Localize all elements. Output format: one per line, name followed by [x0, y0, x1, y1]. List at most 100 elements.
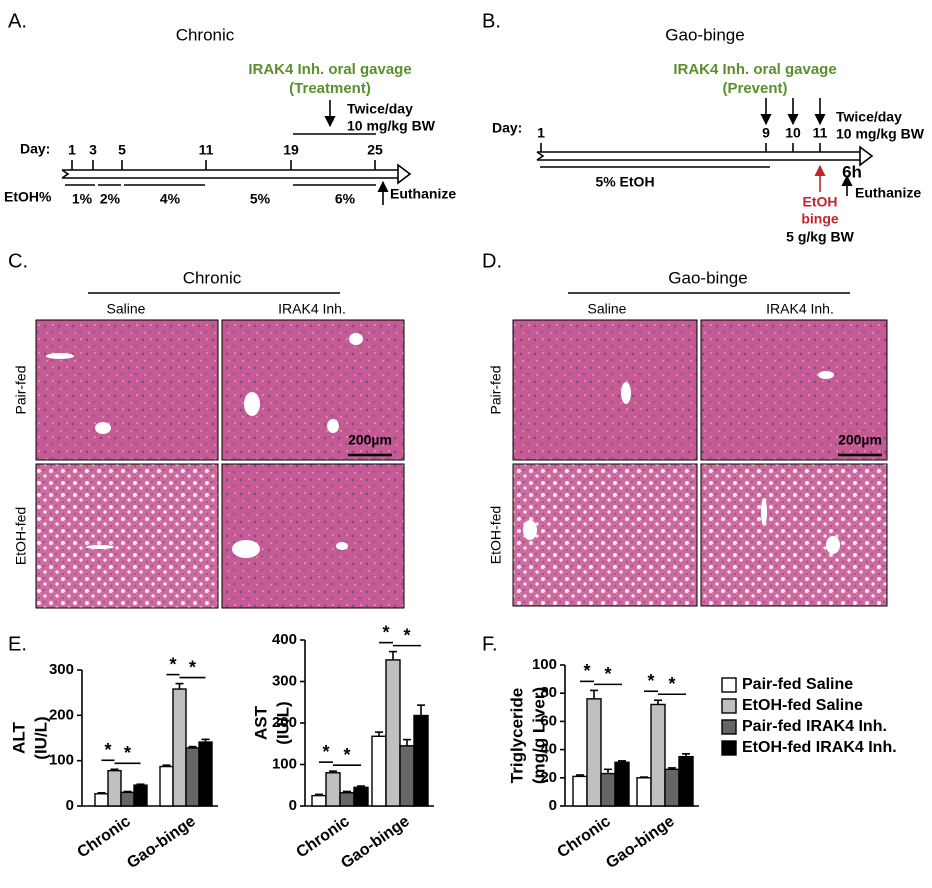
significance-star: * — [604, 664, 611, 684]
legend-label: EtOH-fed Saline — [742, 697, 863, 714]
bar — [185, 747, 200, 807]
significance-star: * — [668, 674, 675, 694]
significance-star: * — [124, 743, 131, 763]
euthanize-label: Euthanize — [855, 185, 921, 201]
panel-title: Gao-binge — [668, 268, 747, 287]
bar — [614, 761, 630, 807]
y-tick-label: 0 — [549, 797, 557, 814]
bar — [120, 791, 135, 807]
y-tick-label: 200 — [49, 706, 74, 723]
vessel — [46, 353, 74, 359]
panel-title: Gao-binge — [665, 25, 744, 44]
row-label: EtOH-fed — [13, 507, 29, 565]
vessel — [818, 371, 834, 379]
micrograph — [700, 463, 888, 607]
panel-title: Chronic — [183, 268, 242, 287]
delay-label: 6h — [842, 162, 862, 181]
vessel — [761, 498, 767, 526]
column-label: IRAK4 Inh. — [766, 301, 834, 317]
micrograph — [35, 463, 219, 609]
day-number: 11 — [199, 142, 214, 158]
y-tick-label: 60 — [540, 712, 557, 729]
day-number: 1 — [537, 125, 545, 141]
timeline-b — [536, 98, 874, 196]
significance-star: * — [382, 622, 389, 642]
row-label: Pair-fed — [13, 365, 29, 414]
bar — [159, 765, 174, 807]
y-tick-label: 100 — [532, 656, 557, 673]
treatment-label: IRAK4 Inh. oral gavage — [248, 61, 411, 78]
timeline-tail — [61, 169, 70, 179]
panel-label: E. — [8, 633, 27, 655]
vessel — [95, 422, 111, 434]
y-tick-label: 300 — [272, 672, 297, 689]
treatment-label: (Treatment) — [289, 80, 371, 97]
significance-star: * — [104, 740, 111, 760]
bar — [664, 768, 680, 807]
bar — [413, 714, 429, 807]
panel-title: Chronic — [176, 25, 235, 44]
micrograph — [512, 319, 698, 461]
etoh-percent: 5% — [250, 191, 271, 207]
significance-star: * — [343, 745, 350, 765]
labels: A. B. C. D. E. F. Chronic IRAK4 Inh. oral gavag… — [4, 10, 925, 655]
micrograph — [221, 319, 405, 461]
vessel — [336, 542, 348, 550]
vessel — [826, 536, 840, 554]
bar — [198, 741, 213, 807]
legend-swatch — [721, 698, 737, 714]
y-axis-label: ALT — [9, 721, 28, 753]
bar — [107, 769, 122, 807]
binge-label: EtOH — [803, 194, 838, 210]
legend-swatch — [721, 677, 737, 693]
vessel — [232, 540, 260, 558]
timeline-tail — [536, 151, 545, 161]
bar — [133, 784, 148, 807]
dose-label: 10 mg/kg BW — [836, 126, 925, 142]
significance-star: * — [403, 625, 410, 645]
bar — [399, 745, 415, 807]
y-tick-label: 400 — [272, 631, 297, 648]
etoh-percent: 6% — [335, 191, 356, 207]
scale-label: 200µm — [348, 432, 392, 448]
x-tick-label: Gao-binge — [338, 813, 413, 872]
binge-label: binge — [801, 211, 839, 227]
y-tick-label: 20 — [540, 769, 557, 786]
column-label: Saline — [588, 301, 627, 317]
y-axis-label: (mg/g Liver) — [529, 687, 548, 784]
panel-label: A. — [8, 10, 27, 32]
bar — [371, 735, 387, 807]
y-axis-label: AST — [251, 705, 270, 740]
bar — [385, 659, 401, 807]
day-label: Day: — [492, 120, 522, 136]
row-label: Pair-fed — [488, 365, 504, 414]
panel-label: B. — [482, 10, 501, 32]
etoh-percent: 1% — [72, 191, 93, 207]
etoh-label: EtOH% — [4, 189, 52, 205]
day-number: 3 — [89, 142, 97, 158]
bar — [586, 698, 602, 807]
binge-dose: 5 g/kg BW — [786, 229, 854, 245]
dose-label: 10 mg/kg BW — [347, 118, 436, 134]
euthanize-label: Euthanize — [390, 186, 456, 202]
column-label: Saline — [107, 301, 146, 317]
x-tick-label: Gao-binge — [603, 813, 678, 872]
bar — [353, 786, 369, 807]
y-tick-label: 100 — [49, 752, 74, 769]
vessel — [621, 382, 631, 404]
panel-label: D. — [482, 250, 502, 272]
dose-label: Twice/day — [836, 109, 902, 125]
bar — [325, 772, 341, 807]
y-tick-label: 80 — [540, 684, 557, 701]
vessel — [244, 392, 260, 416]
legend-swatch — [721, 719, 737, 735]
row-label: EtOH-fed — [488, 506, 504, 564]
bar — [600, 772, 616, 807]
bar — [311, 794, 327, 807]
panel-label: F. — [482, 633, 498, 655]
y-tick-label: 40 — [540, 741, 557, 758]
y-tick-label: 0 — [289, 797, 297, 814]
day-number: 10 — [785, 125, 801, 141]
timeline-a — [61, 100, 412, 205]
significance-star: * — [647, 671, 654, 691]
